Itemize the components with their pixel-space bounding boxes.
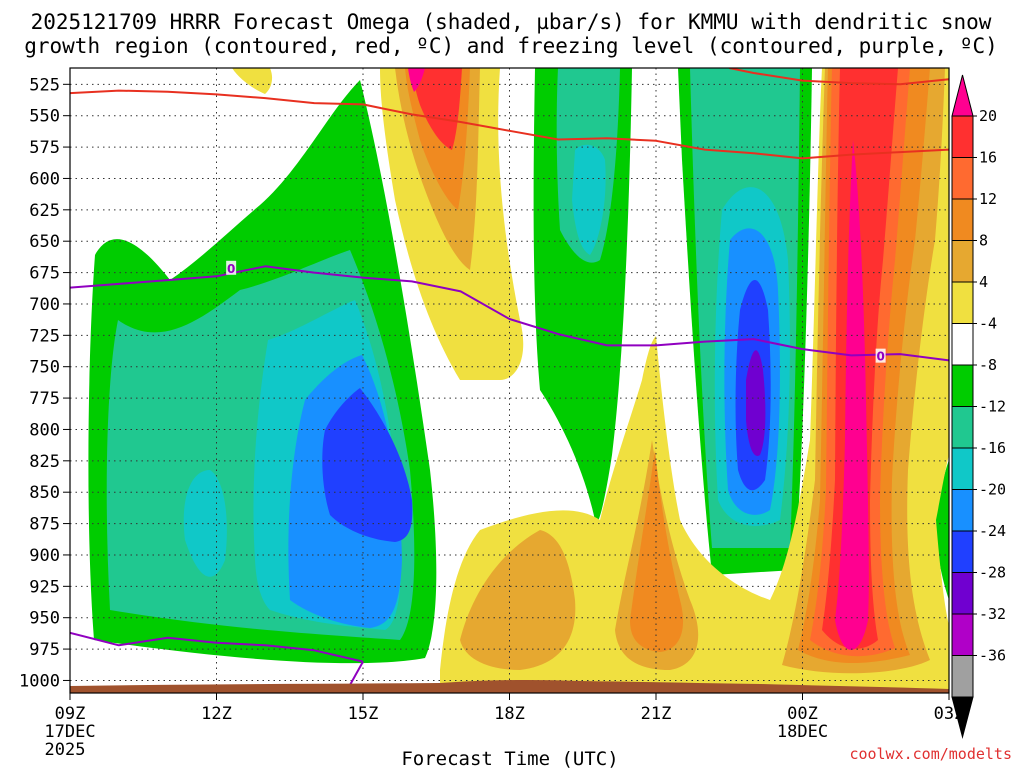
omega-shade-purple [746,350,766,456]
y-tick-label: 650 [29,232,60,252]
colorbar-label: -32 [979,605,1006,623]
y-tick-label: 950 [29,609,60,629]
colorbar-label: -20 [979,481,1006,499]
y-tick-label: 775 [29,389,60,409]
grid-lines [70,68,949,693]
colorbar-band [951,115,974,158]
colorbar-top-arrow [951,74,974,117]
colorbar-label: -24 [979,522,1006,540]
contour-line [729,68,949,86]
omega-shade-gold-2 [460,530,576,670]
y-axis-ticks: 525 550 575 600 625 650 675 700 725 750 775 800 825 8… [19,75,70,691]
colorbar-bottom-arrow [951,696,974,739]
y-tick-label: 675 [29,264,60,284]
x-tick-date: 17DEC [44,722,95,742]
y-tick-label: 600 [29,169,60,189]
colorbar-band [951,572,974,615]
y-tick-label: 900 [29,546,60,566]
contour-line [347,661,364,689]
y-tick-label: 700 [29,295,60,315]
contour-label: 0 [876,350,884,364]
omega-shade-cyan [183,470,227,577]
y-tick-label: 575 [29,138,60,158]
x-tick-label: 18Z [494,704,525,724]
colorbar-band [951,281,974,324]
omega-shade-magenta [835,140,869,650]
chart-title-line-2: growth region (contoured, red, ºC) and f… [24,34,998,58]
y-tick-label: 800 [29,420,60,440]
colorbar-band [951,489,974,532]
x-tick-label: 00Z [787,704,818,724]
colorbar-label: -12 [979,398,1006,416]
x-tick-label: 21Z [641,704,672,724]
chart-title-line-1: 2025121709 HRRR Forecast Omega (shaded, … [31,10,992,34]
colorbar-band [951,240,974,283]
colorbar-band [951,157,974,200]
omega-shade-magenta-2 [408,68,425,92]
terrain-ground [70,679,949,693]
omega-shade-orange-2 [630,450,684,652]
omega-shade-yellow-3 [232,68,273,94]
x-tick-label: 12Z [201,704,232,724]
contour-label-bg [226,260,237,275]
contour-line [70,265,949,362]
colorbar-label: -4 [979,315,997,333]
y-tick-label: 725 [29,326,60,346]
y-tick-label: 825 [29,452,60,472]
colorbar-label: 4 [979,273,988,291]
colorbar-label: 16 [979,149,997,167]
colorbar-label: 12 [979,190,997,208]
colorbar-label: -8 [979,356,997,374]
y-tick-label: 925 [29,577,60,597]
omega-shade-darkblue [322,388,413,542]
colorbar-band [951,198,974,241]
colorbar-band [951,613,974,656]
contour-label: 0 [227,262,235,276]
y-tick-label: 1000 [19,671,60,691]
x-tick-date: 18DEC [777,722,828,742]
colorbar-band [951,406,974,449]
y-tick-label: 625 [29,201,60,221]
y-tick-label: 750 [29,358,60,378]
plot-area: 00 [70,68,949,693]
colorbar-band [951,364,974,407]
y-tick-label: 875 [29,515,60,535]
colorbar-band [951,530,974,573]
y-tick-label: 850 [29,483,60,503]
colorbar-label: -28 [979,564,1006,582]
omega-shade-green-4 [934,460,949,600]
y-tick-label: 525 [29,75,60,95]
x-tick-label: 15Z [348,704,379,724]
colorbar-label: -16 [979,439,1006,457]
contour-lines: 00 [70,68,949,689]
x-axis-label: Forecast Time (UTC) [401,748,618,768]
colorbar-band [951,323,974,366]
credit-text: coolwx.com/modelts [849,745,1012,763]
contour-line [70,631,364,663]
colorbar-label: 20 [979,107,997,125]
contour-line [70,89,949,160]
colorbar-band [951,447,974,490]
colorbar-label: -36 [979,647,1006,665]
y-tick-label: 550 [29,107,60,127]
colorbar: 20 16 12 8 4 -4 -8 -12 -16 -20 -24 -28 -32 -36 [951,74,1006,739]
contour-label-bg [875,348,886,363]
omega-shade-cyan-3 [572,144,606,255]
x-tick-year: 2025 [45,740,86,760]
omega-shade-red [412,68,462,150]
x-tick-label: 09Z [55,704,86,724]
colorbar-label: 8 [979,232,988,250]
y-tick-label: 975 [29,640,60,660]
colorbar-band [951,655,974,698]
